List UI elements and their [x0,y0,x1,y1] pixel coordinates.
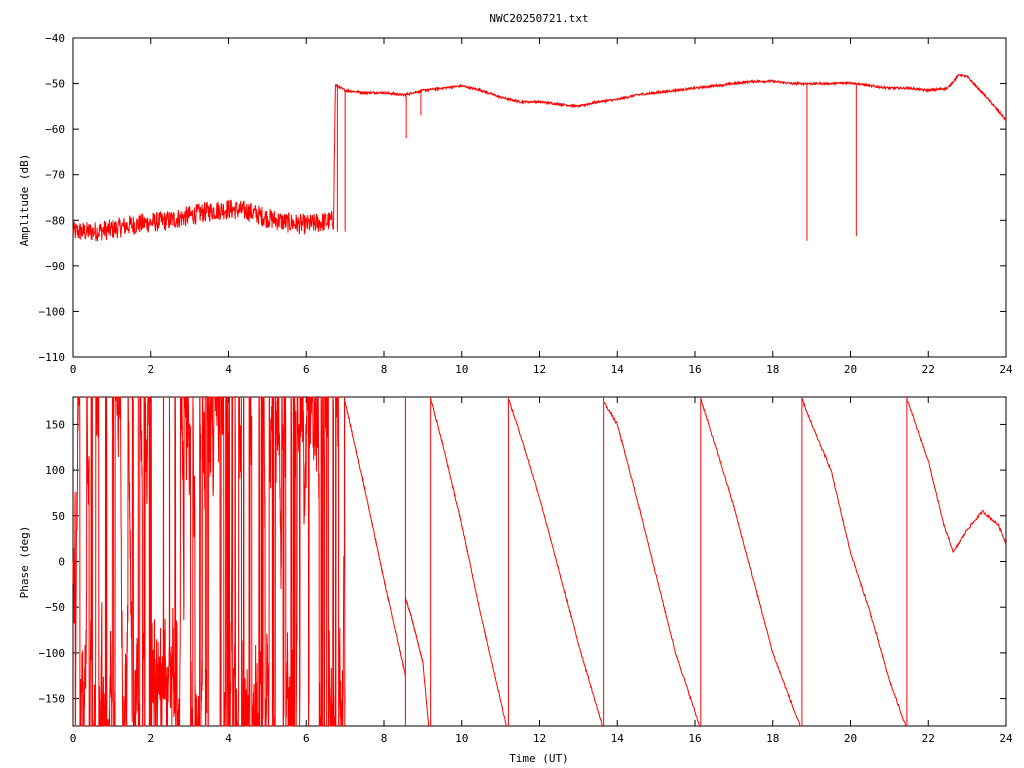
chart-title: NWC20250721.txt [489,12,588,25]
phase-x-tick-label: 2 [147,732,154,745]
phase-x-tick-label: 8 [381,732,388,745]
phase-trace [72,395,1007,727]
phase-y-tick-label: −50 [45,601,65,614]
amplitude-x-tick-label: 16 [688,363,701,376]
phase-series-segment [344,401,406,677]
phase-series-segment [507,399,603,727]
amplitude-panel: 0 2 4 6 8 10 12 14 16 18 20 22 24−40−50−60−70−80−90−… [18,32,1013,376]
phase-x-tick-label: 6 [303,732,310,745]
phase-x-tick-label: 24 [999,732,1013,745]
phase-series-segment [906,397,1007,553]
phase-x-tick-label: 14 [611,732,625,745]
amplitude-y-tick-label: −100 [39,305,66,318]
amplitude-x-tick-label: 22 [922,363,935,376]
phase-series-segment [801,398,907,727]
phase-series-segment [603,401,701,727]
phase-x-tick-label: 18 [766,732,779,745]
amplitude-x-tick-label: 24 [999,363,1013,376]
phase-axis-ticks: 0 2 4 6 8 10 12 14 16 18 20 22 24150100500−50−100−15… [39,397,1013,745]
phase-series-segment [405,596,430,727]
phase-y-tick-label: 0 [58,556,65,569]
phase-panel: 0 2 4 6 8 10 12 14 16 18 20 22 24150100500−50−100−15… [18,395,1013,765]
amplitude-y-tick-label: −70 [45,169,65,182]
phase-x-tick-label: 0 [70,732,77,745]
amplitude-y-tick-label: −40 [45,32,65,45]
phase-x-tick-label: 22 [922,732,935,745]
amplitude-axis-ticks: 0 2 4 6 8 10 12 14 16 18 20 22 24−40−50−60−70−80−90−… [39,32,1013,376]
amplitude-x-tick-label: 18 [766,363,779,376]
amplitude-y-tick-label: −110 [39,351,66,364]
amplitude-x-tick-label: 6 [303,363,310,376]
amplitude-x-tick-label: 4 [225,363,232,376]
amplitude-y-tick-label: −60 [45,123,65,136]
phase-x-tick-label: 4 [225,732,232,745]
phase-series-segment [700,398,801,727]
phase-x-tick-label: 12 [533,732,546,745]
amplitude-x-tick-label: 14 [611,363,625,376]
phase-y-tick-label: 50 [52,510,65,523]
amplitude-series-line [72,73,1007,242]
amplitude-trace [72,73,1007,242]
amplitude-y-tick-label: −90 [45,260,65,273]
phase-x-tick-label: 16 [688,732,701,745]
amplitude-y-tick-label: −50 [45,78,65,91]
phase-y-tick-label: 100 [45,464,65,477]
phase-y-tick-label: −100 [39,647,66,660]
amplitude-y-axis-label: Amplitude (dB) [18,154,31,247]
phase-y-axis-label: Phase (deg) [18,526,31,599]
phase-x-tick-label: 20 [844,732,857,745]
amplitude-x-tick-label: 10 [455,363,468,376]
x-axis-label: Time (UT) [509,752,569,765]
phase-x-tick-label: 10 [455,732,468,745]
amplitude-x-tick-label: 8 [381,363,388,376]
amplitude-y-tick-label: −80 [45,214,65,227]
phase-series-segment [430,398,507,726]
amplitude-x-tick-label: 2 [147,363,154,376]
phase-noise-region [72,395,346,727]
amplitude-x-tick-label: 0 [70,363,77,376]
amplitude-x-tick-label: 12 [533,363,546,376]
phase-y-tick-label: −150 [39,693,66,706]
amplitude-x-tick-label: 20 [844,363,857,376]
phase-y-tick-label: 150 [45,418,65,431]
